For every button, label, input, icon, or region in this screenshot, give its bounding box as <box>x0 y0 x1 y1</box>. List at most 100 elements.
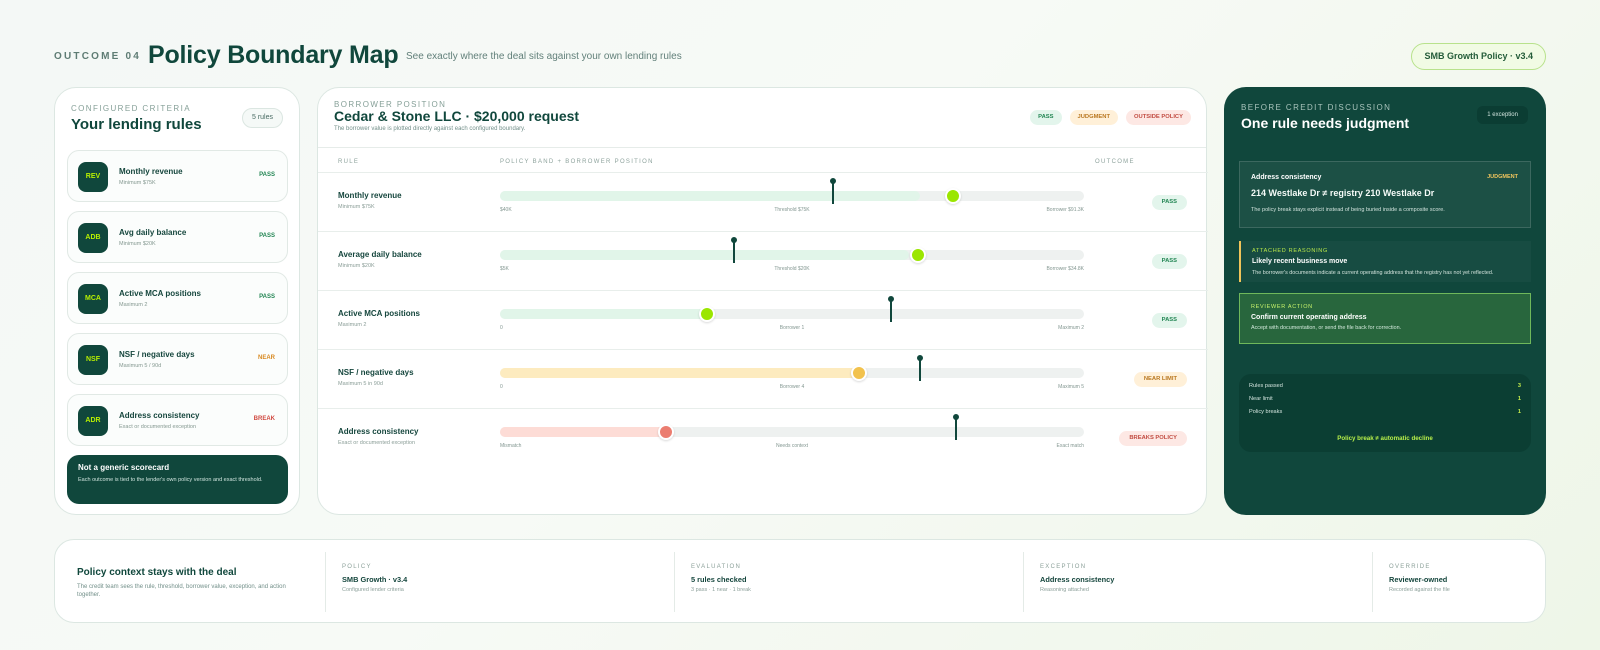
reviewer-action-card[interactable]: REVIEWER ACTION Confirm current operatin… <box>1239 293 1531 344</box>
borrower-position-dot <box>699 306 716 322</box>
borrower-description: The borrower value is plotted directly a… <box>334 126 526 132</box>
lending-rules-title: Your lending rules <box>71 116 202 133</box>
policy-band-fill <box>500 191 921 201</box>
policy-row[interactable]: Active MCA positions Maximum 2 0 Borrower 1… <box>318 290 1208 349</box>
rule-threshold: Maximum 2 <box>119 302 148 308</box>
rule-threshold: Minimum $20K <box>119 241 156 247</box>
policy-version-pill[interactable]: SMB Growth Policy · v3.4 <box>1411 43 1546 70</box>
rule-card-balance[interactable]: ADB Avg daily balance Minimum $20K PASS <box>67 211 288 263</box>
revenue-code-badge: REV <box>78 162 108 192</box>
action-title: Confirm current operating address <box>1251 314 1367 321</box>
band-right-label: Maximum 5 <box>1058 384 1084 390</box>
attached-reasoning-card[interactable]: ATTACHED REASONING Likely recent busines… <box>1239 241 1531 282</box>
band-left-label: 0 <box>500 325 503 331</box>
row-rule-threshold: Maximum 5 in 90d <box>338 381 383 387</box>
policy-band-fill <box>500 309 711 319</box>
row-rule-name: Monthly revenue <box>338 191 402 200</box>
reasoning-label: ATTACHED REASONING <box>1252 248 1328 254</box>
row-rule-name: Active MCA positions <box>338 309 420 318</box>
judgment-note: The policy break stays explicit instead … <box>1251 207 1445 213</box>
override-subtext: Recorded against the file <box>1389 587 1450 593</box>
rule-card-mca[interactable]: MCA Active MCA positions Maximum 2 PASS <box>67 272 288 324</box>
band-right-label: Maximum 2 <box>1058 325 1084 331</box>
rules-passed-row: Rules passed 3 <box>1249 383 1521 389</box>
rule-status: PASS <box>259 172 275 178</box>
outcome-badge: PASS <box>1151 195 1187 210</box>
band-middle-label: Borrower 1 <box>779 325 805 331</box>
row-rule-threshold: Exact or documented exception <box>338 440 416 446</box>
exception-column: EXCEPTION Address consistency Reasoning … <box>1023 552 1365 612</box>
policy-context-title: Policy context stays with the deal <box>77 567 237 578</box>
policy-band-track <box>500 296 1084 322</box>
rule-status: PASS <box>259 233 275 239</box>
rule-name: Avg daily balance <box>119 228 187 237</box>
threshold-pin-icon <box>730 237 737 263</box>
rules-count-badge: 5 rules <box>241 108 283 128</box>
address-judgment-card[interactable]: Address consistency JUDGMENT 214 Westlak… <box>1239 161 1531 228</box>
borrower-position-panel: BORROWER POSITION Cedar & Stone LLC · $2… <box>317 87 1208 515</box>
reasoning-description: The borrower's documents indicate a curr… <box>1252 270 1494 276</box>
legend-outside-policy: OUTSIDE POLICY <box>1126 110 1191 125</box>
legend-pass: PASS <box>1030 110 1062 125</box>
outcome-eyebrow: OUTCOME 04 <box>54 51 142 62</box>
page-header: OUTCOME 04 Policy Boundary Map See exact… <box>54 40 1546 74</box>
policy-row[interactable]: Monthly revenue Minimum $75K $40K Threshold… <box>318 172 1208 231</box>
exception-value: Address consistency <box>1040 575 1115 584</box>
rule-threshold: Exact or documented exception <box>119 424 197 430</box>
policy-column: POLICY SMB Growth · v3.4 Configured lend… <box>325 552 667 612</box>
policy-row[interactable]: Address consistency Exact or documented e… <box>318 408 1208 467</box>
policy-breaks-label: Policy breaks <box>1249 409 1283 415</box>
policy-band-track <box>500 414 1084 440</box>
borrower-position-dot <box>944 188 961 204</box>
page-subtitle: See exactly where the deal sits against … <box>406 51 682 62</box>
rule-status: BREAK <box>253 416 275 422</box>
policy-context-description: The credit team sees the rule, threshold… <box>77 584 286 599</box>
outcome-badge: PASS <box>1151 254 1187 269</box>
page-title: Policy Boundary Map <box>148 41 399 69</box>
rule-card-nsf[interactable]: NSF NSF / negative days Maximum 5 / 90d … <box>67 333 288 385</box>
rule-threshold: Maximum 5 / 90d <box>119 363 162 369</box>
rule-threshold: Minimum $75K <box>119 180 156 186</box>
row-rule-name: Address consistency <box>338 427 419 436</box>
rule-card-address[interactable]: ADR Address consistency Exact or documen… <box>67 394 288 446</box>
policy-row[interactable]: NSF / negative days Maximum 5 in 90d 0 Borr… <box>318 349 1208 408</box>
band-column-header: POLICY BAND + BORROWER POSITION <box>500 159 654 165</box>
band-middle-label: Threshold $20K <box>774 266 810 272</box>
rule-card-revenue[interactable]: REV Monthly revenue Minimum $75K PASS <box>67 150 288 202</box>
borrower-eyebrow: BORROWER POSITION <box>334 100 447 109</box>
outcome-badge: PASS <box>1151 313 1187 328</box>
threshold-pin-icon <box>952 414 959 440</box>
evaluation-label: EVALUATION <box>691 564 742 570</box>
near-limit-value: 1 <box>1517 396 1521 402</box>
mca-code-badge: MCA <box>78 284 108 314</box>
borrower-position-dot <box>851 365 868 381</box>
policy-row[interactable]: Average daily balance Minimum $20K $5K Thre… <box>318 231 1208 290</box>
rule-status: NEAR <box>257 355 275 361</box>
address-comparison: 214 Westlake Dr ≠ registry 210 Westlake … <box>1251 188 1435 198</box>
band-left-label: $5K <box>500 266 509 272</box>
generic-scorecard-note: Not a generic scorecard Each outcome is … <box>67 455 288 504</box>
override-value: Reviewer-owned <box>1389 575 1448 584</box>
policy-breaks-value: 1 <box>1517 409 1521 415</box>
band-right-label: Borrower $34.8K <box>1046 266 1084 272</box>
band-left-label: 0 <box>500 384 503 390</box>
row-rule-threshold: Minimum $75K <box>338 204 375 210</box>
rule-name: NSF / negative days <box>119 350 195 359</box>
policy-breaks-row: Policy breaks 1 <box>1249 409 1521 415</box>
action-label: REVIEWER ACTION <box>1251 304 1313 310</box>
criteria-eyebrow: CONFIGURED CRITERIA <box>71 104 191 113</box>
rules-passed-value: 3 <box>1517 383 1521 389</box>
band-left-label: Mismatch <box>500 443 522 449</box>
band-middle-label: Borrower 4 <box>779 384 805 390</box>
judgment-label: JUDGMENT <box>1487 174 1518 180</box>
rules-passed-label: Rules passed <box>1249 383 1283 389</box>
override-label: OVERRIDE <box>1389 564 1431 570</box>
exception-label: EXCEPTION <box>1040 564 1087 570</box>
scorecard-description: Each outcome is tied to the lender's own… <box>78 477 263 483</box>
policy-band-track <box>500 178 1084 204</box>
credit-discussion-panel: BEFORE CREDIT DISCUSSION One rule needs … <box>1224 87 1546 515</box>
evaluation-subtext: 3 pass · 1 near · 1 break <box>691 587 751 593</box>
threshold-pin-icon <box>829 178 836 204</box>
row-rule-name: Average daily balance <box>338 250 422 259</box>
override-column: OVERRIDE Reviewer-owned Recorded against… <box>1372 552 1527 612</box>
